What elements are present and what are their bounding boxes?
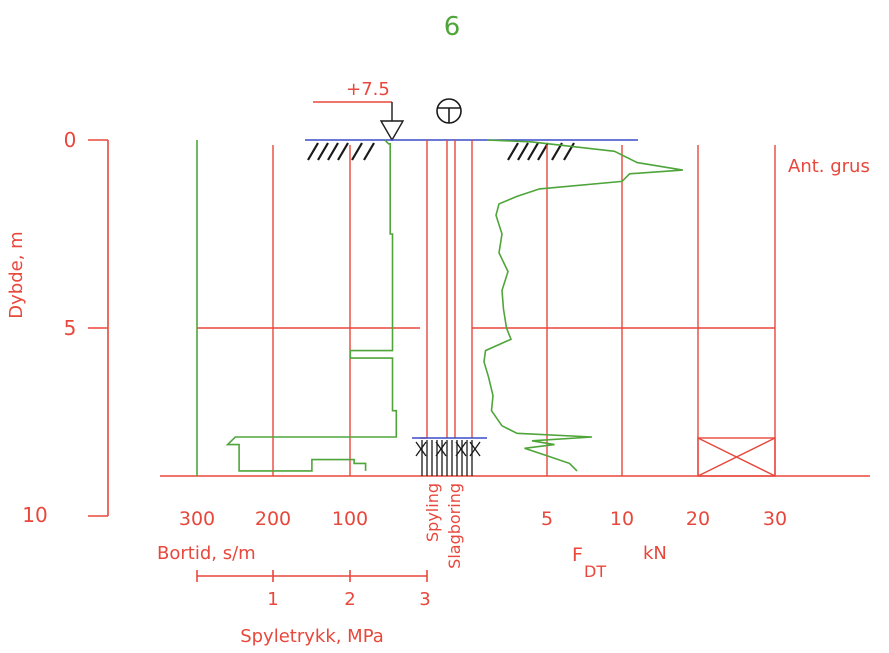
bortid-axis-label: Bortid, s/m: [157, 543, 256, 564]
bortid-tick-200: 200: [255, 508, 291, 530]
spyletrykk-axis-label: Spyletrykk, MPa: [240, 626, 384, 647]
depth-axis-label: Dybde, m: [6, 231, 27, 318]
force-tick-5: 5: [541, 508, 553, 530]
force-axis-unit: kN: [643, 543, 667, 564]
bortid-tick-300: 300: [179, 508, 215, 530]
depth-tick-10: 10: [22, 503, 47, 527]
force-axis-label-main: F: [572, 544, 583, 566]
force-series-line: [483, 139, 683, 472]
spyletrykk-tick-3: 3: [419, 589, 430, 610]
bortid-series-line: [225, 139, 398, 472]
spyletrykk-scale: [196, 570, 428, 582]
column-label-slagboring: Slagboring: [445, 483, 464, 569]
spyletrykk-tick-1: 1: [267, 589, 278, 610]
grid: [160, 140, 870, 477]
depth-tick-5: 5: [64, 316, 77, 340]
spyletrykk-tick-2: 2: [344, 589, 355, 610]
bortid-tick-100: 100: [332, 508, 368, 530]
drill-rock-symbol: [415, 440, 481, 476]
depth-axis: [88, 139, 109, 517]
elevation-label: +7.5: [346, 79, 390, 100]
force-axis-label-sub: DT: [584, 562, 606, 581]
force-tick-10: 10: [610, 508, 634, 530]
total-sounding-symbol: [436, 98, 462, 124]
chart-title: 6: [444, 12, 461, 42]
column-label-spyling: Spyling: [423, 483, 442, 542]
force-tick-20: 20: [686, 508, 710, 530]
depth-tick-0: 0: [64, 128, 77, 152]
force-tick-30: 30: [763, 508, 787, 530]
elevation-marker: [313, 101, 405, 142]
annotation-ant-grus: Ant. grus: [788, 156, 870, 177]
